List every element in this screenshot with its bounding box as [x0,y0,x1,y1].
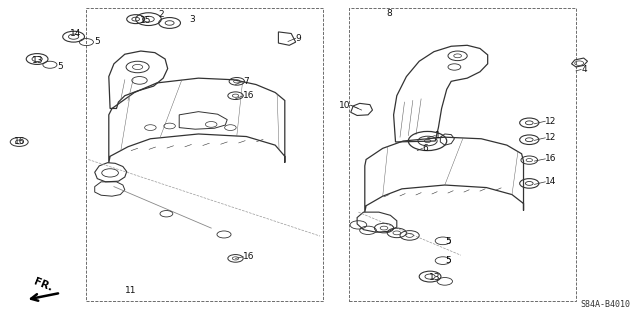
Text: 11: 11 [125,286,137,295]
Text: 8: 8 [387,9,392,18]
Text: 14: 14 [545,177,557,186]
Text: 5: 5 [95,37,100,46]
Text: S84A-B4010: S84A-B4010 [580,300,630,309]
Text: 2: 2 [159,10,164,19]
Text: 9: 9 [296,34,301,43]
Text: 16: 16 [14,137,26,146]
Text: 6: 6 [422,144,428,153]
Text: 1: 1 [435,131,441,140]
Text: 5: 5 [58,62,63,70]
Text: 14: 14 [70,29,81,38]
Text: 16: 16 [243,252,255,261]
Text: 12: 12 [545,117,557,126]
Text: 3: 3 [189,15,195,24]
Text: 12: 12 [545,133,557,142]
Text: 16: 16 [545,154,557,163]
Text: 7: 7 [243,77,249,86]
Text: 5: 5 [445,256,451,265]
Text: FR.: FR. [33,276,54,293]
Text: 10: 10 [339,101,351,110]
Text: 4: 4 [581,65,587,74]
Text: 13: 13 [32,56,44,65]
Text: 15: 15 [140,16,151,25]
Text: 16: 16 [243,91,255,100]
Text: 5: 5 [445,237,451,246]
Text: 13: 13 [429,273,441,282]
